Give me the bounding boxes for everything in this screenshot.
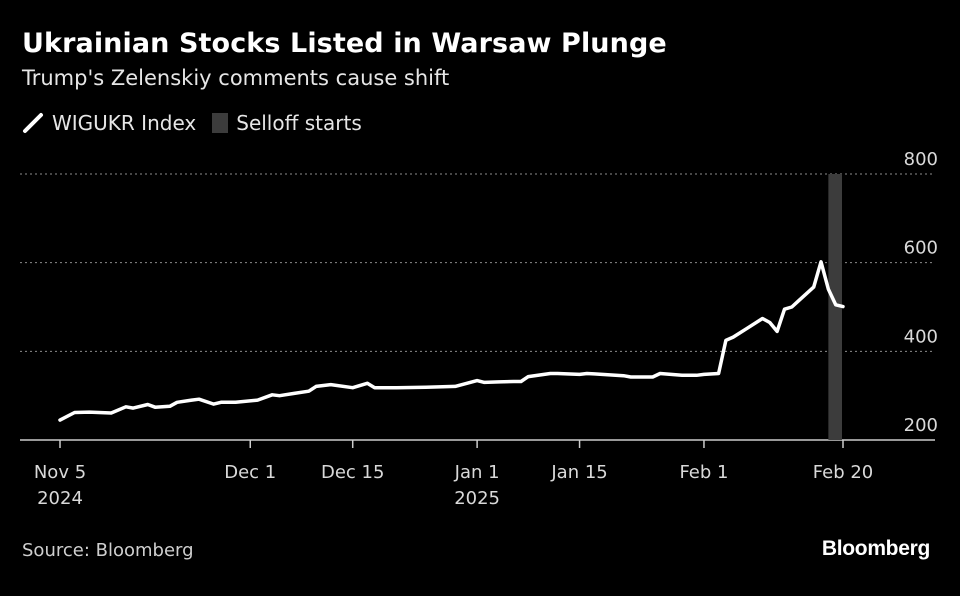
y-tick-label-600: 600 (904, 238, 938, 259)
y-tick-label-200: 200 (904, 415, 938, 436)
x-tick-label: Feb 1 (679, 462, 728, 483)
x-tick-label: Nov 5 (34, 462, 86, 483)
legend-band-label: Selloff starts (236, 111, 362, 135)
y-tick-label-800: 800 (904, 149, 938, 170)
x-tick-label: Dec 1 (224, 462, 276, 483)
x-tick-label: Jan 15 (550, 462, 607, 483)
chart-subtitle: Trump's Zelenskiy comments cause shift (22, 66, 450, 90)
x-axis: Nov 5 2024 Dec 1 Dec 15 Jan 1 2025 Jan 15 Feb 1… (34, 440, 873, 509)
x-tick-label: Feb 20 (813, 462, 874, 483)
y-tick-label-400: 400 (904, 326, 938, 347)
chart-title: Ukrainian Stocks Listed in Warsaw Plunge (22, 28, 667, 59)
line-swatch-icon (23, 113, 43, 133)
x-tick-label: Jan 1 (454, 462, 500, 483)
x-tick-label: Dec 15 (321, 462, 384, 483)
selloff-band-rect (828, 174, 842, 440)
selloff-band (828, 174, 842, 440)
grid-lines (20, 173, 935, 441)
legend-item-series: WIGUKR Index (22, 111, 196, 135)
legend: WIGUKR Index Selloff starts (22, 110, 378, 136)
y-axis: 200 400 600 800 (904, 149, 938, 436)
source-note: Source: Bloomberg (22, 540, 194, 561)
legend-series-label: WIGUKR Index (52, 111, 197, 135)
x-tick-label: 2024 (37, 488, 83, 509)
brand-logo: Bloomberg (821, 537, 930, 560)
x-tick-label: 2025 (454, 488, 500, 509)
legend-item-band: Selloff starts (212, 111, 362, 135)
line-chart: 200 400 600 800 Nov 5 2024 Dec 1 Dec 15 Jan 1 20… (20, 149, 938, 509)
band-swatch-icon (212, 113, 229, 133)
series-line-0 (58, 260, 845, 422)
series-layer (58, 260, 845, 422)
